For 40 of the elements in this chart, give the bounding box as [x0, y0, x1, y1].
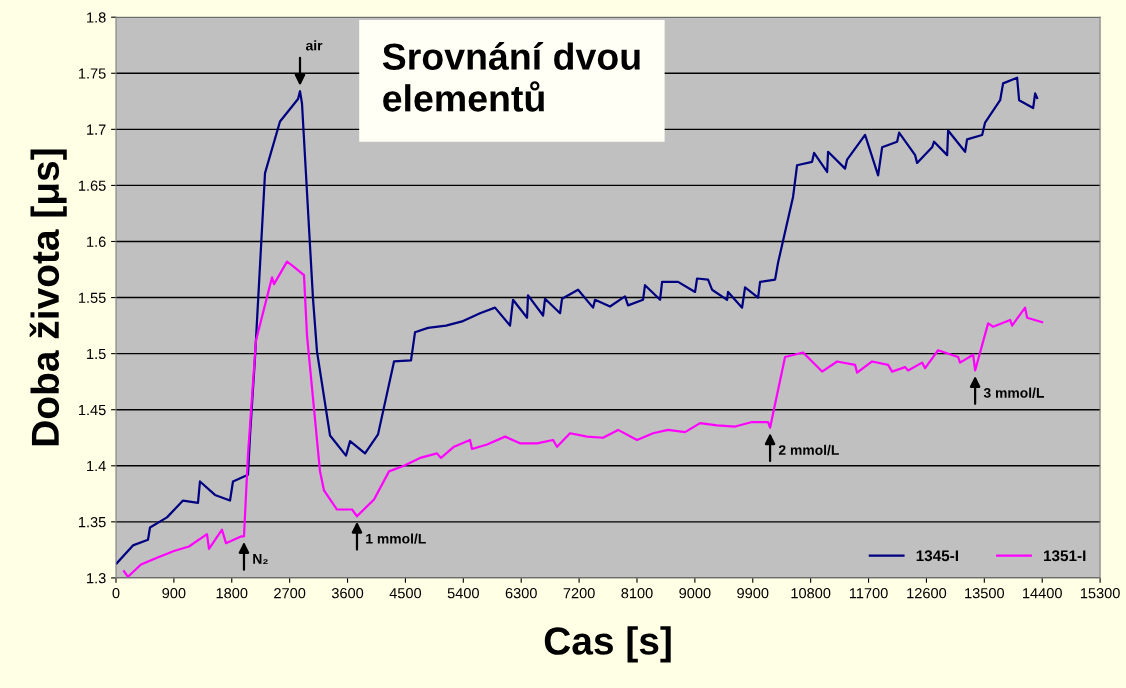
y-tick-label: 1.45 [78, 404, 106, 416]
x-tick-label: 13500 [965, 588, 1005, 599]
legend-label: 1345-I [916, 550, 958, 562]
x-tick-label: 7200 [563, 588, 595, 599]
y-tick-label: 1.8 [87, 12, 106, 23]
line-series [122, 260, 1044, 578]
x-tick-label: 1800 [216, 588, 248, 599]
x-tick-label: 900 [162, 588, 186, 599]
x-axis-title: Cas [s] [544, 626, 671, 663]
annotation: N₂ [253, 554, 268, 565]
x-tick-label: 11700 [849, 588, 888, 599]
annotation: 3 mmol/L [983, 387, 1044, 398]
y-tick-label: 1.75 [78, 68, 106, 79]
y-tick-label: 1.55 [78, 292, 106, 303]
y-tick-label: 1.6 [87, 236, 106, 247]
x-tick-label: 10800 [791, 588, 831, 599]
x-tick-label: 4500 [389, 588, 422, 599]
y-tick-label: 1.65 [78, 180, 106, 191]
y-axis-title: Doba života [μs] [29, 149, 67, 446]
x-tick-label: 2700 [274, 588, 306, 599]
text: Srovnání dvou elementů [382, 42, 640, 112]
x-tick-label: 14400 [1023, 588, 1062, 599]
y-tick-label: 1.35 [78, 516, 106, 528]
x-tick-label: 15300 [1080, 588, 1120, 599]
y-tick-label: 1.3 [87, 573, 106, 584]
y-tick-label: 1.7 [87, 124, 106, 135]
x-tick-label: 8100 [621, 588, 653, 599]
annotation: air [305, 40, 323, 51]
x-tick-label: 0 [112, 588, 120, 599]
x-tick-label: 5400 [447, 588, 479, 599]
annotation: 2 mmol/L [778, 444, 839, 456]
x-tick-label: 6300 [505, 588, 537, 599]
x-tick-label: 12600 [907, 588, 947, 599]
x-tick-label: 9000 [679, 588, 711, 599]
legend-label: 1351-I [1044, 550, 1086, 562]
y-tick-label: 1.5 [87, 348, 106, 360]
x-tick-label: 9900 [737, 588, 769, 599]
annotation: 1 mmol/L [366, 533, 426, 544]
x-tick-label: 3600 [331, 588, 364, 599]
y-tick-label: 1.4 [87, 461, 106, 472]
